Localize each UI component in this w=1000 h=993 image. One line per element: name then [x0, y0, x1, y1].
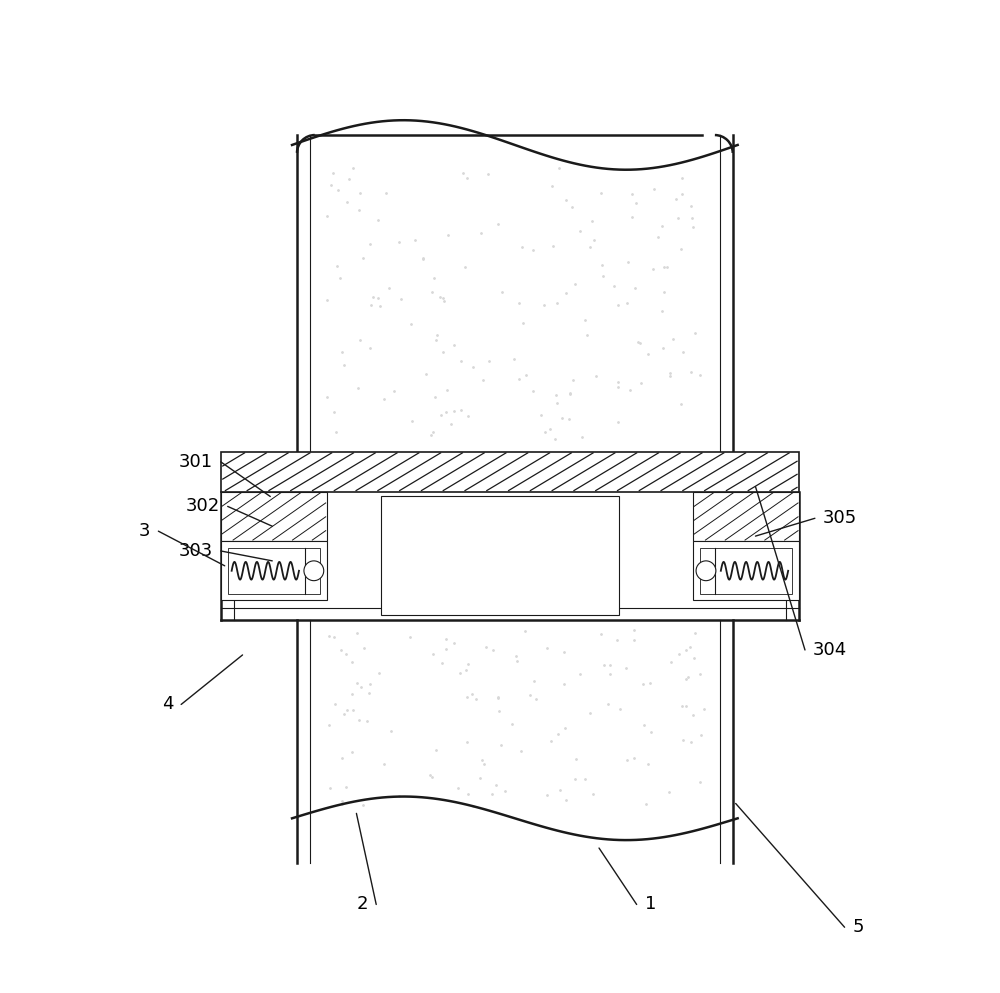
Text: 304: 304	[813, 641, 847, 659]
Circle shape	[304, 561, 324, 581]
Bar	[221, 452, 799, 492]
Text: 3: 3	[139, 522, 150, 540]
Text: 4: 4	[162, 695, 173, 713]
Bar	[221, 541, 327, 601]
Bar	[381, 496, 619, 616]
Text: 1: 1	[645, 896, 656, 914]
Text: 305: 305	[823, 509, 857, 527]
Text: 2: 2	[357, 896, 368, 914]
Bar	[700, 548, 792, 594]
Text: 5: 5	[853, 919, 864, 936]
Circle shape	[696, 561, 716, 581]
Bar	[221, 492, 327, 541]
Text: 301: 301	[179, 453, 213, 471]
Bar	[693, 492, 799, 541]
Text: 303: 303	[179, 542, 213, 560]
Text: 302: 302	[186, 497, 220, 515]
Bar	[228, 548, 320, 594]
Bar	[693, 541, 799, 601]
